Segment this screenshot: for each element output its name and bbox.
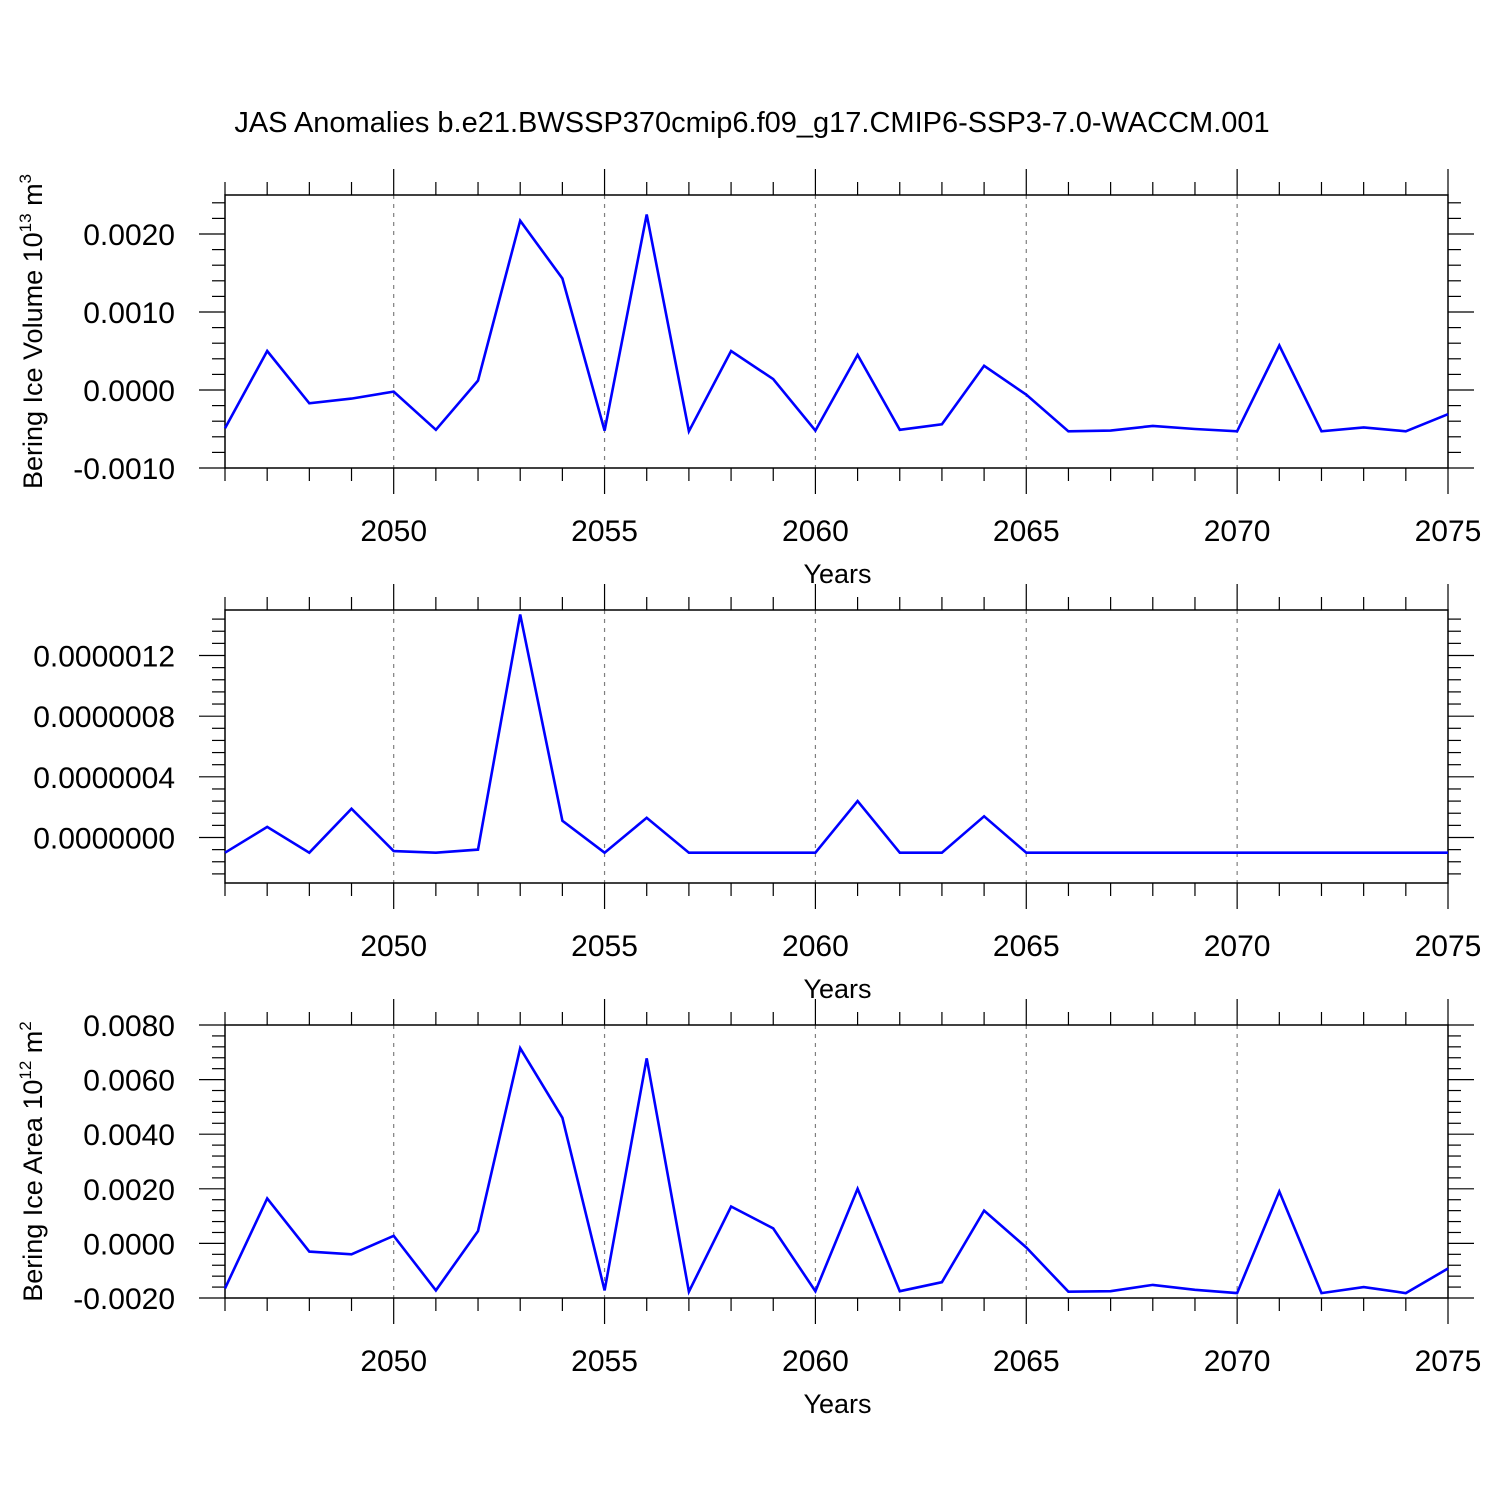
x-tick-label: 2065 xyxy=(993,930,1060,963)
y-tick-label: 0.0000004 xyxy=(33,762,175,795)
plot-frame xyxy=(224,194,1449,469)
x-tick-label: 2075 xyxy=(1415,1345,1482,1378)
y-tick-label: 0.0000 xyxy=(83,1228,175,1261)
x-tick-label: 2055 xyxy=(571,515,638,548)
y-axis-label-text: m xyxy=(18,183,48,213)
x-tick-label: 2075 xyxy=(1415,930,1482,963)
y-tick-label: 0.0060 xyxy=(83,1065,175,1098)
y-axis-label-superscript: 12 xyxy=(16,1061,35,1080)
y-tick-label: 0.0020 xyxy=(83,1174,175,1207)
x-tick-label: 2060 xyxy=(782,515,849,548)
y-tick-label: 0.0000 xyxy=(83,375,175,408)
x-axis-label: Years xyxy=(803,1389,871,1419)
panels: 2050 2055 2060 2065 2070 2075 -0.0010 0.0000 0.0… xyxy=(16,169,1481,1419)
x-tick-label: 2065 xyxy=(993,515,1060,548)
x-axis-label: Years xyxy=(803,974,871,1004)
y-axis-label-superscript: 2 xyxy=(16,1021,35,1030)
x-tick-label: 2065 xyxy=(993,1345,1060,1378)
panel-3: 2050 2055 2060 2065 2070 2075 -0.0020 0.0000 0.0… xyxy=(16,999,1481,1419)
x-tick-label: 2060 xyxy=(782,930,849,963)
y-tick-label: 0.0000012 xyxy=(33,641,175,674)
series-line xyxy=(224,614,1448,855)
x-tick-label: 2075 xyxy=(1415,515,1482,548)
x-tick-label: 2055 xyxy=(571,930,638,963)
y-axis-label-text: m xyxy=(18,1031,48,1061)
y-tick-label: 0.0040 xyxy=(83,1119,175,1152)
panel-1: 2050 2055 2060 2065 2070 2075 -0.0010 0.0000 0.0… xyxy=(16,169,1481,589)
plot-frame xyxy=(224,1024,1449,1299)
series-line xyxy=(223,1044,1449,1296)
x-tick-label: 2050 xyxy=(360,515,427,548)
x-axis-label: Years xyxy=(803,559,871,589)
plot-frame xyxy=(224,609,1449,884)
x-tick-label: 2070 xyxy=(1204,1345,1271,1378)
x-tick-label: 2050 xyxy=(360,1345,427,1378)
x-tick-label: 2070 xyxy=(1204,515,1271,548)
y-tick-label: 0.0000008 xyxy=(33,701,175,734)
chart-title: JAS Anomalies b.e21.BWSSP370cmip6.f09_g1… xyxy=(234,107,1269,139)
y-tick-label: 0.0080 xyxy=(83,1010,175,1043)
y-tick-label: -0.0010 xyxy=(73,453,175,486)
y-tick-label: 0.0000000 xyxy=(33,823,175,856)
series-line xyxy=(223,214,1449,436)
x-tick-label: 2070 xyxy=(1204,930,1271,963)
y-tick-label: 0.0010 xyxy=(83,297,175,330)
x-tick-label: 2050 xyxy=(360,930,427,963)
y-axis-label: Bering Ice Area 1012 m2 xyxy=(16,1021,48,1302)
y-axis-label-text: Bering Ice Volume 10 xyxy=(18,232,48,489)
panel-2: 2050 2055 2060 2065 2070 2075 0.0000000 0.00000… xyxy=(33,584,1481,1004)
y-tick-label: 0.0020 xyxy=(83,219,175,252)
y-axis-label-text: Bering Ice Area 10 xyxy=(18,1080,48,1302)
y-axis-label-superscript: 3 xyxy=(16,174,35,183)
x-tick-label: 2055 xyxy=(571,1345,638,1378)
y-axis-label-superscript: 13 xyxy=(16,213,35,232)
y-axis-label: Bering Ice Volume 1013 m3 xyxy=(16,174,48,489)
x-tick-label: 2060 xyxy=(782,1345,849,1378)
y-tick-label: -0.0020 xyxy=(73,1283,175,1316)
